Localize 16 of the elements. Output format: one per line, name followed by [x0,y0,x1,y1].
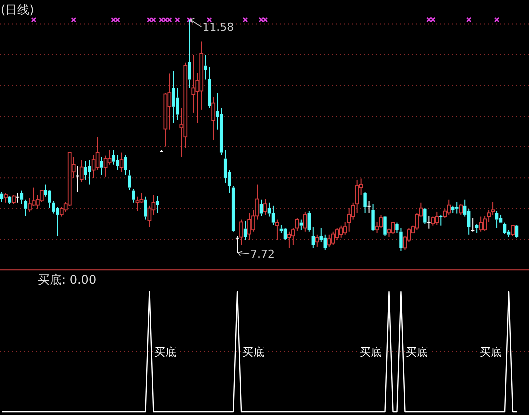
annotation: 买底 [406,346,428,359]
annotation: 买底 [360,346,382,359]
annotation: 买底 [480,346,502,359]
annotation: 7.72 [250,248,276,261]
annotation: 买底 [154,345,180,359]
annotation: 买底 [405,345,432,359]
chart-title: (日线) [1,3,34,17]
annotation: 11.58 [202,21,234,34]
annotation: 买底 [479,345,506,359]
annotation: 买底 [154,346,177,359]
annotation: 买底 [242,346,265,359]
annotation: 11.58 [190,18,234,34]
chart-title: 买底: 0.00 [38,273,97,287]
annotation: 7.72 [238,248,276,261]
annotation: 买底 [242,345,268,359]
annotation: 买底 [359,345,386,359]
